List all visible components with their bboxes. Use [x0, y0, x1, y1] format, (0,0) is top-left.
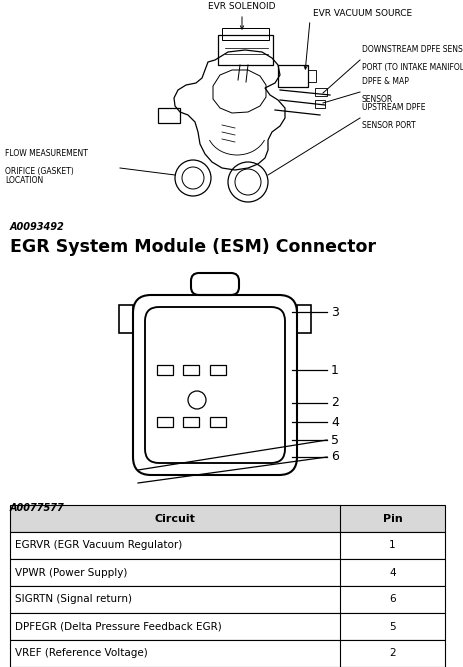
Text: VREF (Reference Voltage): VREF (Reference Voltage): [15, 648, 147, 658]
Bar: [221, 28, 269, 40]
Text: SENSOR PORT: SENSOR PORT: [361, 121, 415, 130]
Text: FLOW MEASUREMENT: FLOW MEASUREMENT: [5, 149, 88, 158]
Bar: [182, 365, 199, 375]
Bar: [307, 70, 315, 82]
Text: EVR VACUUM SOURCE: EVR VACUUM SOURCE: [313, 9, 411, 18]
Text: 4: 4: [388, 568, 395, 578]
Bar: [119, 305, 133, 333]
Bar: [296, 305, 310, 333]
Text: EGRVR (EGR Vacuum Regulator): EGRVR (EGR Vacuum Regulator): [15, 540, 182, 550]
Bar: [277, 65, 307, 87]
Text: EGR System Module (ESM) Connector: EGR System Module (ESM) Connector: [10, 238, 375, 256]
Text: EVR SOLENOID: EVR SOLENOID: [208, 2, 275, 11]
Text: 6: 6: [330, 450, 338, 464]
Bar: [210, 417, 225, 427]
Text: A0093492: A0093492: [10, 222, 65, 232]
Text: 1: 1: [330, 364, 338, 376]
Bar: [10, 532, 444, 559]
Bar: [10, 640, 444, 667]
Text: 2: 2: [388, 648, 395, 658]
Text: SIGRTN (Signal return): SIGRTN (Signal return): [15, 594, 131, 604]
Text: VPWR (Power Supply): VPWR (Power Supply): [15, 568, 127, 578]
Bar: [10, 586, 444, 613]
Text: Pin: Pin: [382, 514, 401, 524]
Bar: [10, 505, 444, 532]
Bar: [314, 100, 324, 108]
Bar: [182, 417, 199, 427]
Text: 3: 3: [330, 305, 338, 319]
Text: 5: 5: [330, 434, 338, 446]
Bar: [210, 365, 225, 375]
Text: DOWNSTREAM DPFE SENSOR: DOWNSTREAM DPFE SENSOR: [361, 45, 463, 54]
Text: 4: 4: [330, 416, 338, 428]
Text: LOCATION: LOCATION: [5, 176, 43, 185]
Text: DPFEGR (Delta Pressure Feedback EGR): DPFEGR (Delta Pressure Feedback EGR): [15, 622, 221, 632]
Text: SENSOR: SENSOR: [361, 95, 393, 104]
Text: 6: 6: [388, 594, 395, 604]
Text: DPFE & MAP: DPFE & MAP: [361, 77, 408, 86]
Text: ORIFICE (GASKET): ORIFICE (GASKET): [5, 167, 74, 176]
Bar: [156, 365, 173, 375]
Text: 5: 5: [388, 622, 395, 632]
Text: PORT (TO INTAKE MANIFOLD): PORT (TO INTAKE MANIFOLD): [361, 63, 463, 72]
Text: UPSTREAM DPFE: UPSTREAM DPFE: [361, 103, 425, 112]
Bar: [10, 559, 444, 586]
Bar: [10, 613, 444, 640]
Bar: [156, 417, 173, 427]
Text: A0077577: A0077577: [10, 503, 65, 513]
Bar: [158, 108, 180, 123]
Bar: [218, 35, 272, 65]
Text: 1: 1: [388, 540, 395, 550]
Text: 2: 2: [330, 396, 338, 410]
Bar: [314, 88, 326, 96]
Text: Circuit: Circuit: [154, 514, 195, 524]
